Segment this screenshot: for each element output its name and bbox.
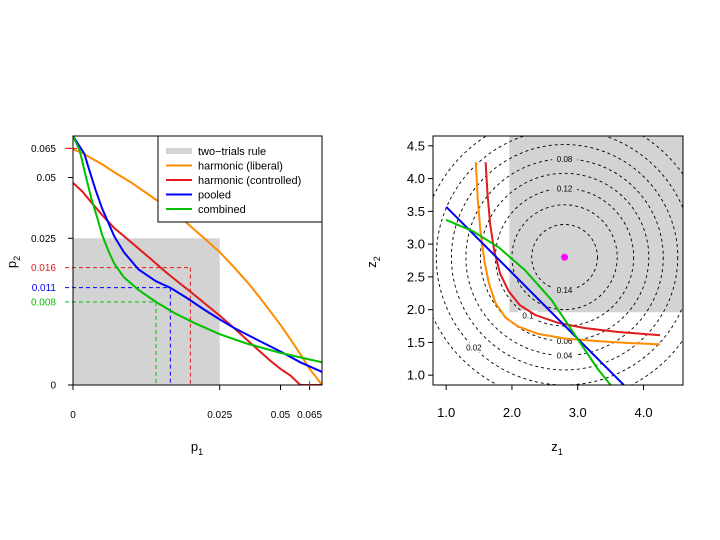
contour-label-bg-1 bbox=[552, 183, 577, 194]
threshold-label-0-008: 0.008 bbox=[31, 298, 56, 309]
right-y-tick-label: 3.5 bbox=[407, 204, 425, 219]
threshold-label-0-011: 0.011 bbox=[32, 283, 57, 294]
legend: two−trials rule harmonic (liberal) harmoni… bbox=[157, 135, 323, 223]
left-series-pooled bbox=[73, 136, 322, 373]
contour-label-bg-2 bbox=[552, 153, 577, 164]
right-x-axis-label: z1 bbox=[551, 439, 563, 457]
right-plot-frame bbox=[432, 135, 684, 386]
right-x-axis: 1.0 2.0 3.0 4.0 bbox=[437, 385, 653, 420]
right-y-tick-label: 2.0 bbox=[407, 302, 425, 317]
right-y-axis: 1.0 1.5 2.0 2.5 3.0 3.5 4.0 4.5 bbox=[407, 138, 433, 383]
right-y-tick-label: 2.5 bbox=[407, 269, 425, 284]
left-x-axis: 0 0.025 0.05 0.065 bbox=[70, 381, 323, 421]
legend-label-two-trials-rule: two−trials rule bbox=[198, 146, 266, 158]
left-series-harmonic-liberal bbox=[73, 148, 322, 385]
right-y-tick-label: 4.5 bbox=[407, 138, 425, 153]
contour-label-bg-4 bbox=[552, 336, 577, 347]
contour-label-0-04: 0.04 bbox=[557, 352, 573, 361]
contour-label-0-08: 0.08 bbox=[557, 155, 573, 164]
left-y-tick-label: 0 bbox=[50, 381, 56, 392]
left-x-tick-label: 0.05 bbox=[271, 410, 291, 421]
center-point bbox=[561, 253, 569, 261]
right-chart: 0.14 0.12 0.08 0.1 0.06 0.04 0.02 1.0 2.0 3.0 4.0… bbox=[364, 135, 684, 457]
contour-label-bg-6 bbox=[461, 342, 487, 353]
right-series-group bbox=[445, 162, 661, 385]
legend-label-harmonic-controlled: harmonic (controlled) bbox=[198, 175, 301, 187]
contour-1 bbox=[511, 204, 618, 311]
left-y-axis-label: p2 bbox=[4, 256, 22, 268]
right-y-tick-label: 1.5 bbox=[407, 335, 425, 350]
right-series-combined bbox=[445, 218, 612, 385]
left-x-tick-label: 0.065 bbox=[297, 410, 322, 421]
contour-label-bg-3 bbox=[518, 310, 538, 321]
contour-0 bbox=[531, 224, 598, 291]
left-y-axis: 0 0.025 0.05 0.065 bbox=[31, 144, 77, 392]
right-y-tick-label: 4.0 bbox=[407, 171, 425, 186]
right-two-trials-region bbox=[509, 136, 683, 313]
right-series-harmonic-liberal bbox=[474, 162, 661, 346]
contour-label-bg-0 bbox=[552, 284, 577, 295]
left-series-group bbox=[73, 136, 322, 385]
left-y-tick-label: 0.065 bbox=[31, 144, 56, 155]
right-y-axis-label: z2 bbox=[364, 256, 382, 268]
contour-6 bbox=[435, 136, 683, 385]
left-x-tick-label: 0.025 bbox=[207, 410, 232, 421]
legend-label-combined: combined bbox=[198, 204, 246, 216]
right-y-tick-label: 1.0 bbox=[407, 368, 425, 383]
right-series-harmonic-controlled bbox=[484, 162, 661, 337]
contour-label-0-1: 0.1 bbox=[522, 312, 534, 321]
right-y-tick-label: 3.0 bbox=[407, 237, 425, 252]
contour-label-0-14: 0.14 bbox=[557, 286, 573, 295]
contour-lines: 0.14 0.12 0.08 0.1 0.06 0.04 0.02 bbox=[433, 136, 683, 385]
right-x-tick-label: 2.0 bbox=[503, 405, 521, 420]
contour-label-0-06: 0.06 bbox=[557, 337, 573, 346]
right-x-tick-label: 3.0 bbox=[569, 405, 587, 420]
left-threshold-labels: 0.016 0.011 0.008 bbox=[31, 263, 56, 308]
right-x-tick-label: 1.0 bbox=[437, 405, 455, 420]
left-y-tick-label: 0.025 bbox=[31, 234, 56, 245]
right-x-tick-label: 4.0 bbox=[634, 405, 652, 420]
left-series-combined bbox=[73, 136, 322, 364]
legend-label-pooled: pooled bbox=[198, 190, 231, 202]
left-x-axis-label: p1 bbox=[191, 439, 203, 457]
left-two-trials-region bbox=[73, 238, 220, 385]
contour-label-0-12: 0.12 bbox=[557, 184, 573, 193]
legend-label-harmonic-liberal: harmonic (liberal) bbox=[198, 161, 283, 173]
left-y-tick-label: 0.05 bbox=[37, 173, 57, 184]
left-x-tick-label: 0 bbox=[70, 410, 76, 421]
left-threshold-dashes bbox=[65, 267, 191, 385]
contour-5 bbox=[450, 144, 679, 371]
right-series-pooled bbox=[445, 206, 625, 385]
contour-label-bg-5 bbox=[552, 350, 577, 361]
contour-label-0-02: 0.02 bbox=[466, 344, 482, 353]
contour-3 bbox=[479, 172, 650, 342]
threshold-label-0-016: 0.016 bbox=[31, 263, 56, 274]
